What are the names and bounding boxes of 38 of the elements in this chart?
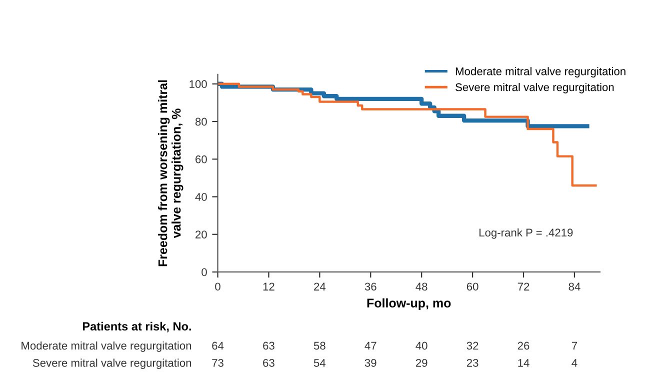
text: 39 xyxy=(364,358,376,367)
text: 7 xyxy=(572,342,577,350)
y-tick-label: 100 xyxy=(190,80,207,88)
y-tick-label: 80 xyxy=(195,118,207,126)
text: 40 xyxy=(416,342,428,350)
annotation: Log-rank P = .4219 xyxy=(479,228,573,239)
legend-label: Severe mitral valve regurgitation xyxy=(456,83,614,94)
text: Severe mitral valve regurgitation xyxy=(32,358,192,370)
text: 14 xyxy=(518,359,530,367)
x-axis-title: Follow-up, mo xyxy=(367,298,451,310)
legend-label: Moderate mitral valve regurgitation xyxy=(456,67,626,78)
x-tick-label: 24 xyxy=(314,282,326,290)
text: 64 xyxy=(212,342,224,350)
text: 58 xyxy=(314,342,326,350)
y-tick-label: 60 xyxy=(196,155,207,164)
x-tick-label: 12 xyxy=(263,282,274,290)
y-tick-label: 20 xyxy=(196,230,207,238)
text: 73 xyxy=(212,358,224,367)
x-tick-label: 84 xyxy=(568,282,580,291)
x-tick-label: 60 xyxy=(466,282,478,291)
text: 4 xyxy=(572,359,578,367)
text: Patients at risk, No. xyxy=(82,322,191,332)
y-axis-title: Freedom from worsening mitral valve regurgitation, % xyxy=(158,80,184,266)
text: 23 xyxy=(466,358,478,367)
x-tick-label: 36 xyxy=(364,282,376,291)
x-tick-label: 48 xyxy=(416,282,428,291)
y-tick-label: 0 xyxy=(202,268,207,276)
text: 47 xyxy=(364,342,376,350)
text: 26 xyxy=(518,342,530,350)
y-tick-label: 40 xyxy=(195,193,207,201)
x-tick-label: 72 xyxy=(518,282,530,290)
x-tick-label: 0 xyxy=(215,282,220,291)
text: Moderate mitral valve regurgitation xyxy=(22,341,192,352)
text: 54 xyxy=(314,359,326,367)
text: 63 xyxy=(263,358,274,367)
text: 32 xyxy=(466,342,478,350)
text: 63 xyxy=(263,342,274,350)
text: 29 xyxy=(416,358,428,367)
